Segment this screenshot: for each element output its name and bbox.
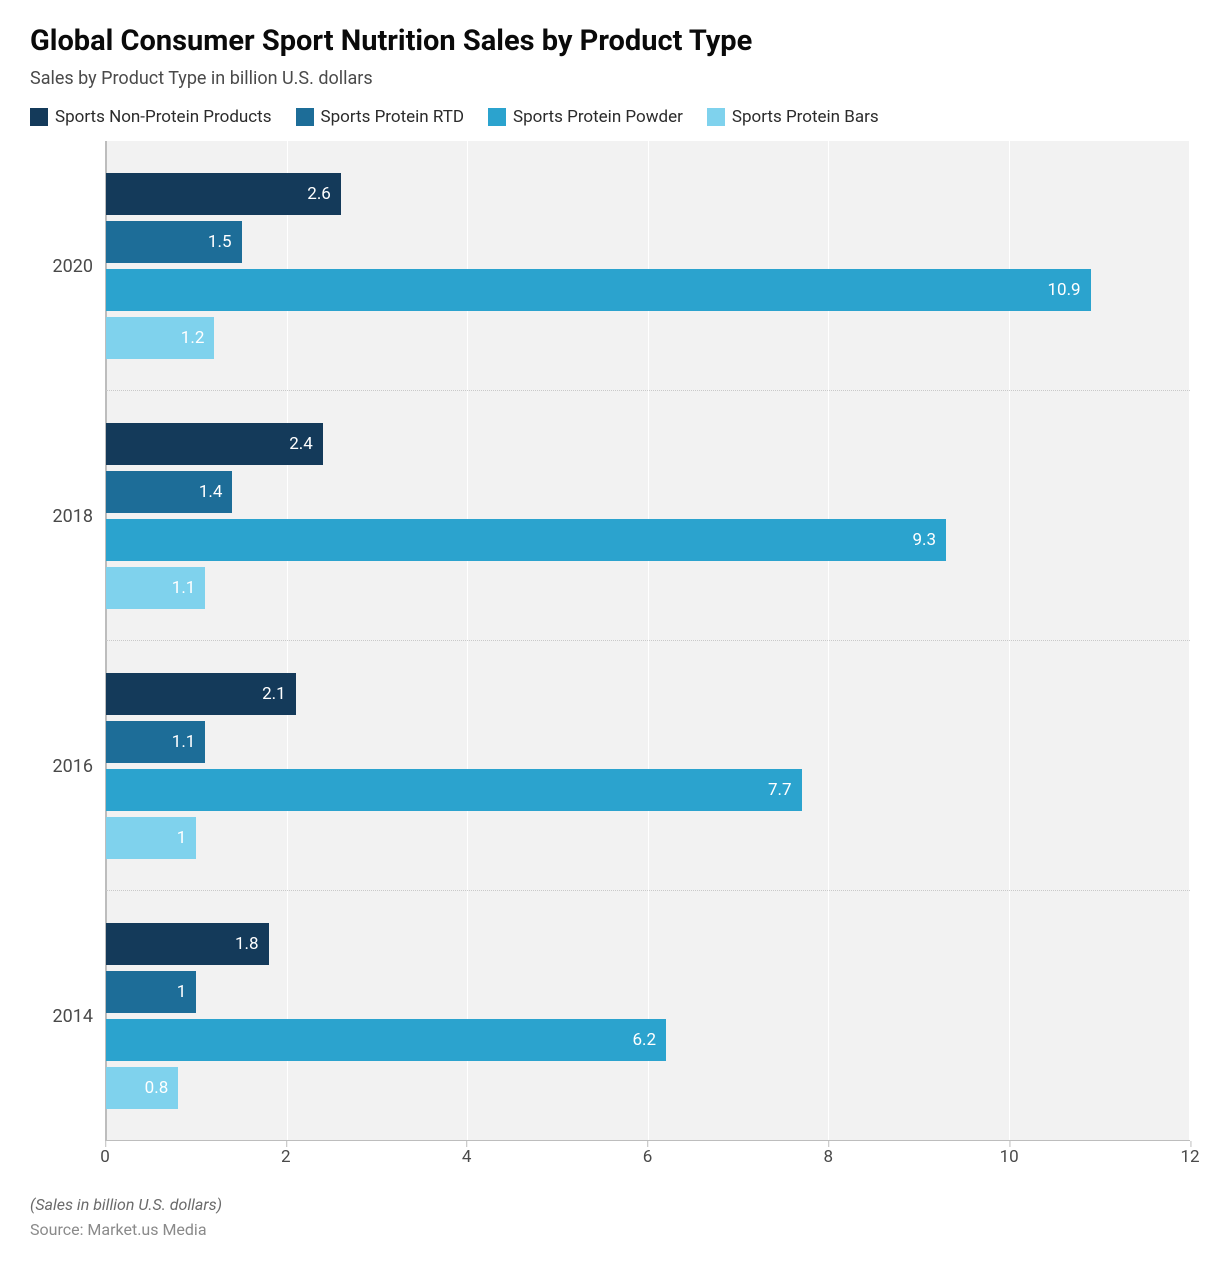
y-axis-label: 2014 bbox=[30, 891, 105, 1141]
legend-swatch bbox=[488, 108, 506, 126]
bar-value-label: 0.8 bbox=[145, 1078, 169, 1098]
legend-item: Sports Protein RTD bbox=[296, 107, 465, 127]
legend-item: Sports Protein Bars bbox=[707, 107, 879, 127]
bar-row: 1.2 bbox=[106, 317, 1190, 359]
bar: 1 bbox=[106, 971, 196, 1013]
bar: 1.5 bbox=[106, 221, 242, 263]
legend-label: Sports Protein Bars bbox=[732, 107, 879, 127]
bar: 2.6 bbox=[106, 173, 341, 215]
plot-area: 2.6 1.5 10.9 1.2 2.4 1.4 9.3 1.1 2.1 1.1 7.7 1 1.8 1 6… bbox=[105, 141, 1190, 1141]
bar: 2.4 bbox=[106, 423, 323, 465]
bar-value-label: 6.2 bbox=[632, 1030, 656, 1050]
bar-value-label: 1.4 bbox=[199, 482, 223, 502]
y-axis-label: 2020 bbox=[30, 141, 105, 391]
bar-value-label: 7.7 bbox=[768, 780, 792, 800]
x-tick: 2 bbox=[281, 1147, 291, 1167]
legend: Sports Non-Protein Products Sports Protei… bbox=[30, 107, 1190, 127]
bar-group: 1.8 1 6.2 0.8 bbox=[106, 890, 1190, 1141]
y-axis-label: 2018 bbox=[30, 391, 105, 641]
bar-value-label: 2.1 bbox=[262, 684, 286, 704]
bar-value-label: 1.5 bbox=[208, 232, 232, 252]
legend-label: Sports Protein Powder bbox=[513, 107, 683, 127]
bar-value-label: 1 bbox=[177, 982, 187, 1002]
x-axis: 024681012 bbox=[105, 1141, 1190, 1173]
bar-groups: 2.6 1.5 10.9 1.2 2.4 1.4 9.3 1.1 2.1 1.1 7.7 1 1.8 1 6… bbox=[106, 141, 1190, 1141]
x-tick: 4 bbox=[462, 1147, 472, 1167]
legend-swatch bbox=[296, 108, 314, 126]
bar: 1.1 bbox=[106, 567, 205, 609]
chart: 2020201820162014 2.6 1.5 10.9 1.2 2.4 1.4 9.3 1… bbox=[30, 141, 1190, 1141]
bar-row: 1.8 bbox=[106, 923, 1190, 965]
bar-value-label: 2.4 bbox=[289, 434, 313, 454]
legend-swatch bbox=[707, 108, 725, 126]
legend-item: Sports Non-Protein Products bbox=[30, 107, 272, 127]
x-ticks: 024681012 bbox=[105, 1141, 1190, 1173]
bar-group: 2.6 1.5 10.9 1.2 bbox=[106, 141, 1190, 390]
x-tick: 10 bbox=[1000, 1147, 1019, 1167]
bar-row: 2.6 bbox=[106, 173, 1190, 215]
bar: 7.7 bbox=[106, 769, 802, 811]
chart-subtitle: Sales by Product Type in billion U.S. do… bbox=[30, 68, 1190, 89]
chart-source: Source: Market.us Media bbox=[30, 1220, 1190, 1239]
x-tick: 6 bbox=[643, 1147, 653, 1167]
bar-row: 1 bbox=[106, 817, 1190, 859]
bar: 0.8 bbox=[106, 1067, 178, 1109]
bar: 1.1 bbox=[106, 721, 205, 763]
bar-row: 0.8 bbox=[106, 1067, 1190, 1109]
bar: 6.2 bbox=[106, 1019, 666, 1061]
bar-row: 10.9 bbox=[106, 269, 1190, 311]
bar-group: 2.1 1.1 7.7 1 bbox=[106, 640, 1190, 890]
bar-value-label: 1 bbox=[177, 828, 187, 848]
bar-row: 1.5 bbox=[106, 221, 1190, 263]
bar: 2.1 bbox=[106, 673, 296, 715]
legend-label: Sports Protein RTD bbox=[321, 107, 465, 127]
legend-swatch bbox=[30, 108, 48, 126]
bar-row: 2.1 bbox=[106, 673, 1190, 715]
bar-value-label: 1.8 bbox=[235, 934, 259, 954]
bar-row: 1.1 bbox=[106, 567, 1190, 609]
bar-row: 2.4 bbox=[106, 423, 1190, 465]
y-axis: 2020201820162014 bbox=[30, 141, 105, 1141]
legend-item: Sports Protein Powder bbox=[488, 107, 683, 127]
bar-row: 1.4 bbox=[106, 471, 1190, 513]
chart-title: Global Consumer Sport Nutrition Sales by… bbox=[30, 24, 1190, 58]
bar-row: 7.7 bbox=[106, 769, 1190, 811]
chart-footnote: (Sales in billion U.S. dollars) bbox=[30, 1195, 1190, 1214]
bar-group: 2.4 1.4 9.3 1.1 bbox=[106, 390, 1190, 640]
bar-value-label: 9.3 bbox=[913, 530, 937, 550]
bar-value-label: 2.6 bbox=[307, 184, 331, 204]
bar: 1.8 bbox=[106, 923, 269, 965]
bar-value-label: 1.1 bbox=[172, 578, 196, 598]
bar-row: 6.2 bbox=[106, 1019, 1190, 1061]
bar: 9.3 bbox=[106, 519, 946, 561]
bar-value-label: 1.1 bbox=[172, 732, 196, 752]
bar-value-label: 1.2 bbox=[181, 328, 205, 348]
bar: 1.4 bbox=[106, 471, 232, 513]
x-tick: 0 bbox=[100, 1147, 110, 1167]
bar: 10.9 bbox=[106, 269, 1091, 311]
bar-row: 1 bbox=[106, 971, 1190, 1013]
x-tick: 12 bbox=[1180, 1147, 1199, 1167]
x-tick: 8 bbox=[824, 1147, 834, 1167]
y-axis-label: 2016 bbox=[30, 641, 105, 891]
bar: 1 bbox=[106, 817, 196, 859]
legend-label: Sports Non-Protein Products bbox=[55, 107, 272, 127]
bar-row: 1.1 bbox=[106, 721, 1190, 763]
bar-row: 9.3 bbox=[106, 519, 1190, 561]
bar: 1.2 bbox=[106, 317, 214, 359]
bar-value-label: 10.9 bbox=[1047, 280, 1080, 300]
